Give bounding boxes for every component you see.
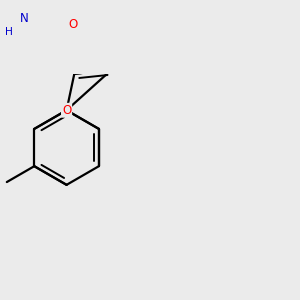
Text: H: H: [5, 27, 13, 37]
Text: O: O: [62, 104, 71, 117]
Text: N: N: [20, 12, 29, 25]
Text: O: O: [68, 18, 78, 31]
